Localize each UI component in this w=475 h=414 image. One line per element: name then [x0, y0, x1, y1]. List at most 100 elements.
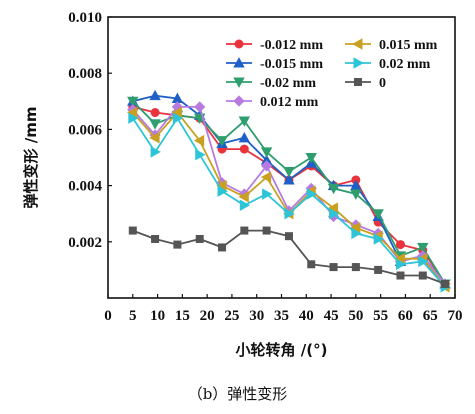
legend-marker	[233, 77, 245, 88]
data-point	[262, 188, 273, 200]
data-point	[238, 116, 251, 127]
data-point	[329, 263, 338, 272]
data-point	[327, 183, 340, 195]
data-point	[195, 148, 206, 161]
legend-item: 0.012 mm	[226, 95, 319, 110]
x-tick-label: 65	[423, 308, 438, 324]
data-point	[194, 101, 206, 113]
data-point	[418, 255, 429, 268]
legend: -0.012 mm -0.015 mm -0.02 mm 0.012 mm 0.015 …	[226, 38, 438, 110]
data-point	[396, 271, 405, 280]
legend-item: -0.02 mm	[226, 76, 316, 91]
data-point	[172, 112, 184, 124]
legend-marker	[233, 95, 245, 107]
legend-item: 0	[345, 76, 386, 91]
data-point	[260, 171, 272, 183]
data-point	[195, 234, 204, 243]
data-point	[441, 279, 450, 288]
data-point	[238, 132, 251, 143]
legend-item: -0.012 mm	[226, 38, 323, 53]
data-point	[284, 207, 295, 220]
data-point	[151, 234, 160, 243]
data-point	[239, 144, 249, 154]
x-tick-label: 10	[150, 308, 165, 324]
data-point	[239, 199, 251, 211]
data-point	[329, 207, 340, 220]
legend-item: 0.015 mm	[345, 38, 438, 53]
data-point	[217, 185, 228, 197]
legend-marker	[234, 39, 244, 49]
data-point	[307, 260, 316, 269]
data-point	[395, 258, 407, 270]
data-point	[260, 147, 273, 158]
x-tick-label: 55	[373, 308, 388, 324]
data-point	[149, 119, 161, 130]
data-point	[127, 96, 139, 108]
data-point	[149, 132, 160, 144]
data-point	[149, 89, 161, 101]
series-group	[126, 89, 451, 293]
data-point	[283, 174, 295, 185]
legend-label: -0.02 mm	[260, 76, 316, 91]
y-tick-label: 0.008	[68, 66, 102, 82]
series-3	[127, 96, 451, 290]
series-6	[128, 112, 451, 293]
data-point	[150, 108, 160, 118]
figure-caption: （b）弹性变形	[187, 385, 288, 403]
data-point	[173, 240, 182, 249]
x-tick-label: 25	[224, 308, 239, 324]
x-tick-label: 5	[129, 308, 137, 324]
data-point	[261, 160, 273, 172]
legend-marker	[353, 57, 364, 69]
data-point	[305, 153, 317, 164]
data-point	[372, 209, 384, 220]
data-point	[240, 226, 249, 235]
y-axis-label: 弹性变形 /mm	[22, 107, 40, 209]
x-tick-label: 50	[348, 308, 363, 324]
y-tick-label: 0.010	[68, 10, 102, 26]
x-tick-label: 15	[175, 308, 190, 324]
x-tick-label: 0	[104, 308, 112, 324]
elastic-deformation-chart: 0 5 10 15 20 25 30 35 40 45 50 55 60 65 70 0.002 0.004 0.…	[22, 10, 463, 359]
legend-item: -0.015 mm	[226, 57, 323, 72]
data-point	[350, 189, 362, 200]
data-point	[284, 232, 293, 241]
legend-label: 0.02 mm	[379, 57, 431, 72]
data-point	[351, 227, 362, 240]
data-point	[374, 265, 383, 274]
data-point	[128, 226, 137, 235]
legend-label: 0.015 mm	[379, 38, 438, 53]
data-point	[262, 226, 271, 235]
x-tick-label: 70	[448, 308, 463, 324]
x-tick-label: 30	[249, 308, 264, 324]
legend-label: -0.012 mm	[260, 38, 323, 53]
data-point	[373, 233, 384, 245]
data-point	[150, 146, 161, 158]
legend-marker	[353, 78, 362, 87]
legend-label: 0.012 mm	[260, 95, 319, 110]
legend-item: 0.02 mm	[345, 57, 431, 72]
x-tick-label: 45	[324, 308, 339, 324]
y-tick-label: 0.004	[68, 179, 102, 195]
data-point	[351, 263, 360, 272]
x-tick-label: 60	[398, 308, 413, 324]
legend-label: -0.015 mm	[260, 57, 323, 72]
data-point	[128, 112, 139, 124]
data-point	[306, 188, 318, 200]
data-point	[418, 271, 427, 280]
data-point	[283, 167, 295, 178]
legend-label: 0	[379, 76, 386, 91]
y-tick-label: 0.006	[68, 122, 102, 138]
x-tick-label: 20	[200, 308, 215, 324]
series-7	[128, 226, 450, 288]
x-axis-label: 小轮转角 /(°)	[236, 341, 328, 359]
data-point	[395, 240, 405, 250]
data-point	[193, 134, 205, 147]
axes: 0 5 10 15 20 25 30 35 40 45 50 55 60 65 70 0.002 0.004 0.…	[68, 10, 462, 324]
legend-marker	[233, 57, 245, 68]
data-point	[238, 191, 249, 203]
legend-marker	[352, 38, 363, 50]
data-point	[218, 243, 227, 252]
data-point	[216, 136, 228, 147]
y-tick-label: 0.002	[68, 235, 102, 251]
